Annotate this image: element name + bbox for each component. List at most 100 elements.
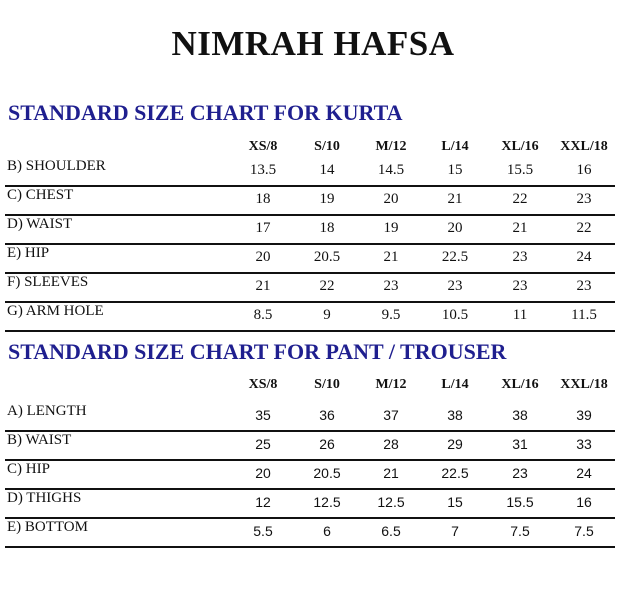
row-label: G) ARM HOLE xyxy=(7,303,104,319)
measurement-cell: 23 xyxy=(512,249,528,265)
measurement-cell: 21 xyxy=(447,191,463,207)
measurement-cell: 35 xyxy=(255,407,271,423)
measurement-cell: 22 xyxy=(319,278,335,294)
measurement-cell: 21 xyxy=(383,465,399,481)
row-label: A) LENGTH xyxy=(7,403,87,419)
size-header: L/14 xyxy=(441,139,469,154)
measurement-cell: 7.5 xyxy=(574,523,594,539)
table-row: C) CHEST 18 19 20 21 22 23 xyxy=(5,185,615,216)
measurement-cell: 23 xyxy=(383,278,399,294)
measurement-cell: 29 xyxy=(447,436,463,452)
table-row: F) SLEEVES 21 22 23 23 23 23 xyxy=(5,272,615,303)
measurement-cell: 24 xyxy=(576,249,592,265)
measurement-cell: 31 xyxy=(512,436,528,452)
measurement-cell: 23 xyxy=(512,278,528,294)
measurement-cell: 28 xyxy=(383,436,399,452)
measurement-cell: 15 xyxy=(447,162,463,178)
measurement-cell: 22.5 xyxy=(441,465,469,481)
measurement-cell: 20 xyxy=(383,191,399,207)
size-header: L/14 xyxy=(441,377,469,392)
measurement-cell: 15 xyxy=(447,494,463,510)
measurement-cell: 5.5 xyxy=(253,523,273,539)
measurement-cell: 7.5 xyxy=(510,523,530,539)
row-label: F) SLEEVES xyxy=(7,274,89,290)
measurement-cell: 25 xyxy=(255,436,271,452)
measurement-cell: 20.5 xyxy=(313,465,341,481)
kurta-chart-heading: STANDARD SIZE CHART FOR KURTA xyxy=(8,100,403,125)
measurement-cell: 14 xyxy=(319,162,335,178)
row-label: C) CHEST xyxy=(7,187,74,203)
row-label: C) HIP xyxy=(7,461,50,477)
measurement-cell: 12.5 xyxy=(313,494,341,510)
measurement-cell: 38 xyxy=(447,407,463,423)
measurement-cell: 21 xyxy=(255,278,271,294)
size-header: XL/16 xyxy=(501,139,539,154)
measurement-cell: 9 xyxy=(323,307,331,323)
measurement-cell: 13.5 xyxy=(249,162,277,178)
measurement-cell: 12 xyxy=(255,494,271,510)
measurement-cell: 11.5 xyxy=(571,307,597,323)
measurement-cell: 18 xyxy=(255,191,271,207)
measurement-cell: 23 xyxy=(447,278,463,294)
measurement-cell: 9.5 xyxy=(381,307,401,323)
measurement-cell: 12.5 xyxy=(377,494,405,510)
measurement-cell: 38 xyxy=(512,407,528,423)
measurement-cell: 20 xyxy=(255,249,271,265)
table-row: C) HIP 20 20.5 21 22.5 23 24 xyxy=(5,459,615,490)
size-header: XXL/18 xyxy=(560,139,608,154)
measurement-cell: 8.5 xyxy=(253,307,273,323)
table-row: B) SHOULDER 13.5 14 14.5 15 15.5 16 xyxy=(5,156,615,187)
measurement-cell: 19 xyxy=(383,220,399,236)
measurement-cell: 15.5 xyxy=(506,494,534,510)
measurement-cell: 19 xyxy=(319,191,335,207)
size-header: XS/8 xyxy=(248,377,278,392)
table-row: E) HIP 20 20.5 21 22.5 23 24 xyxy=(5,243,615,274)
table-row: E) BOTTOM 5.5 6 6.5 7 7.5 7.5 xyxy=(5,517,615,548)
table-row: B) WAIST 25 26 28 29 31 33 xyxy=(5,430,615,461)
measurement-cell: 16 xyxy=(576,494,592,510)
measurement-cell: 21 xyxy=(383,249,399,265)
table-row: G) ARM HOLE 8.5 9 9.5 10.5 11 11.5 xyxy=(5,301,615,332)
row-label: E) HIP xyxy=(7,245,50,261)
measurement-cell: 22 xyxy=(512,191,528,207)
measurement-cell: 21 xyxy=(512,220,528,236)
row-label: E) BOTTOM xyxy=(7,519,88,535)
measurement-cell: 7 xyxy=(451,523,459,539)
measurement-cell: 10.5 xyxy=(441,307,469,323)
measurement-cell: 26 xyxy=(319,436,335,452)
measurement-cell: 20 xyxy=(447,220,463,236)
measurement-cell: 33 xyxy=(576,436,592,452)
measurement-cell: 16 xyxy=(576,162,592,178)
size-header: XXL/18 xyxy=(560,377,608,392)
measurement-cell: 22.5 xyxy=(441,249,469,265)
measurement-cell: 20 xyxy=(255,465,271,481)
size-header: XS/8 xyxy=(248,139,278,154)
size-header: S/10 xyxy=(314,377,340,392)
measurement-cell: 22 xyxy=(576,220,592,236)
measurement-cell: 20.5 xyxy=(313,249,341,265)
row-label: B) WAIST xyxy=(7,432,72,448)
row-label: D) WAIST xyxy=(7,216,73,232)
table-row: D) THIGHS 12 12.5 12.5 15 15.5 16 xyxy=(5,488,615,519)
measurement-cell: 6 xyxy=(323,523,331,539)
measurement-cell: 6.5 xyxy=(381,523,401,539)
measurement-cell: 18 xyxy=(319,220,335,236)
measurement-cell: 11 xyxy=(512,307,528,323)
measurement-cell: 36 xyxy=(319,407,335,423)
measurement-cell: 24 xyxy=(576,465,592,481)
size-header: M/12 xyxy=(375,139,407,154)
brand-title: NIMRAH HAFSA xyxy=(171,24,455,63)
measurement-cell: 39 xyxy=(576,407,592,423)
size-header: M/12 xyxy=(375,377,407,392)
size-header: XL/16 xyxy=(501,377,539,392)
measurement-cell: 17 xyxy=(255,220,271,236)
measurement-cell: 15.5 xyxy=(506,162,534,178)
table-row: D) WAIST 17 18 19 20 21 22 xyxy=(5,214,615,245)
measurement-cell: 23 xyxy=(512,465,528,481)
pant-chart-heading: STANDARD SIZE CHART FOR PANT / TROUSER xyxy=(8,339,507,364)
row-label: D) THIGHS xyxy=(7,490,82,506)
size-header: S/10 xyxy=(314,139,340,154)
measurement-cell: 23 xyxy=(576,278,592,294)
row-label: B) SHOULDER xyxy=(7,158,106,174)
measurement-cell: 37 xyxy=(383,407,399,423)
